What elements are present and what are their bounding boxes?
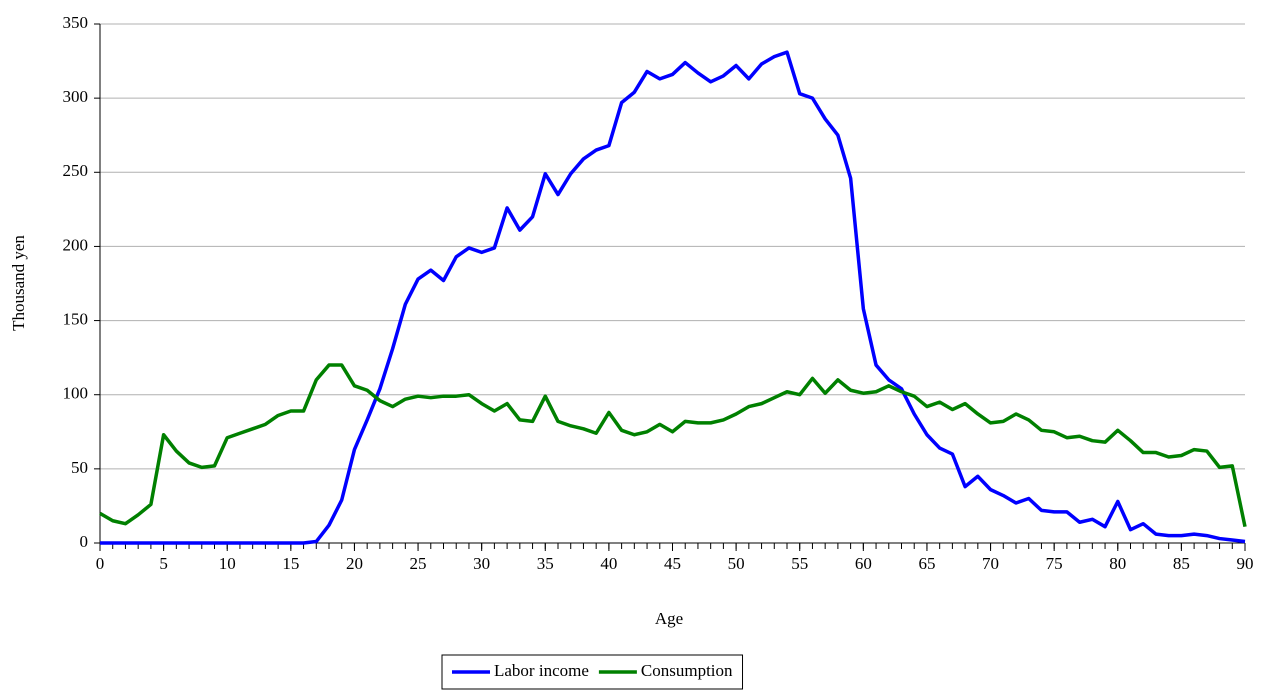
line-series xyxy=(100,50,1246,545)
legend-label: Labor income xyxy=(494,661,589,680)
y-tick-label: 100 xyxy=(63,384,89,403)
x-tick-label: 25 xyxy=(410,554,427,573)
x-tick-label: 60 xyxy=(855,554,872,573)
y-tick-label: 200 xyxy=(63,235,89,254)
x-tick-label: 75 xyxy=(1046,554,1063,573)
x-tick-label: 30 xyxy=(473,554,490,573)
y-tick-label: 350 xyxy=(63,13,89,32)
x-tick-label: 55 xyxy=(791,554,808,573)
x-tick-label: 45 xyxy=(664,554,681,573)
legend-box xyxy=(441,654,744,690)
x-tick-label: 5 xyxy=(159,554,168,573)
x-tick-label: 85 xyxy=(1173,554,1190,573)
x-tick-label: 70 xyxy=(982,554,999,573)
x-tick-label: 20 xyxy=(346,554,363,573)
x-tick-label: 65 xyxy=(918,554,935,573)
y-axis-label: Thousand yen xyxy=(9,235,28,331)
y-tick-label: 0 xyxy=(80,532,89,551)
y-tick-label: 300 xyxy=(63,87,89,106)
x-tick-label: 40 xyxy=(600,554,617,573)
x-tick-label: 80 xyxy=(1109,554,1126,573)
x-axis-label: Age xyxy=(655,609,683,628)
y-tick-label: 50 xyxy=(71,458,88,477)
x-tick-label: 10 xyxy=(219,554,236,573)
x-tick-label: 35 xyxy=(537,554,554,573)
x-tick-label: 50 xyxy=(728,554,745,573)
x-tick-label: 90 xyxy=(1237,554,1254,573)
line-series xyxy=(99,363,1247,528)
x-tick-label: 0 xyxy=(96,554,105,573)
x-tick-label: 15 xyxy=(282,554,299,573)
y-tick-label: 250 xyxy=(63,161,89,180)
y-tick-label: 150 xyxy=(63,309,89,328)
legend-label: Consumption xyxy=(641,661,733,680)
legend: Labor income Consumption xyxy=(441,654,744,690)
